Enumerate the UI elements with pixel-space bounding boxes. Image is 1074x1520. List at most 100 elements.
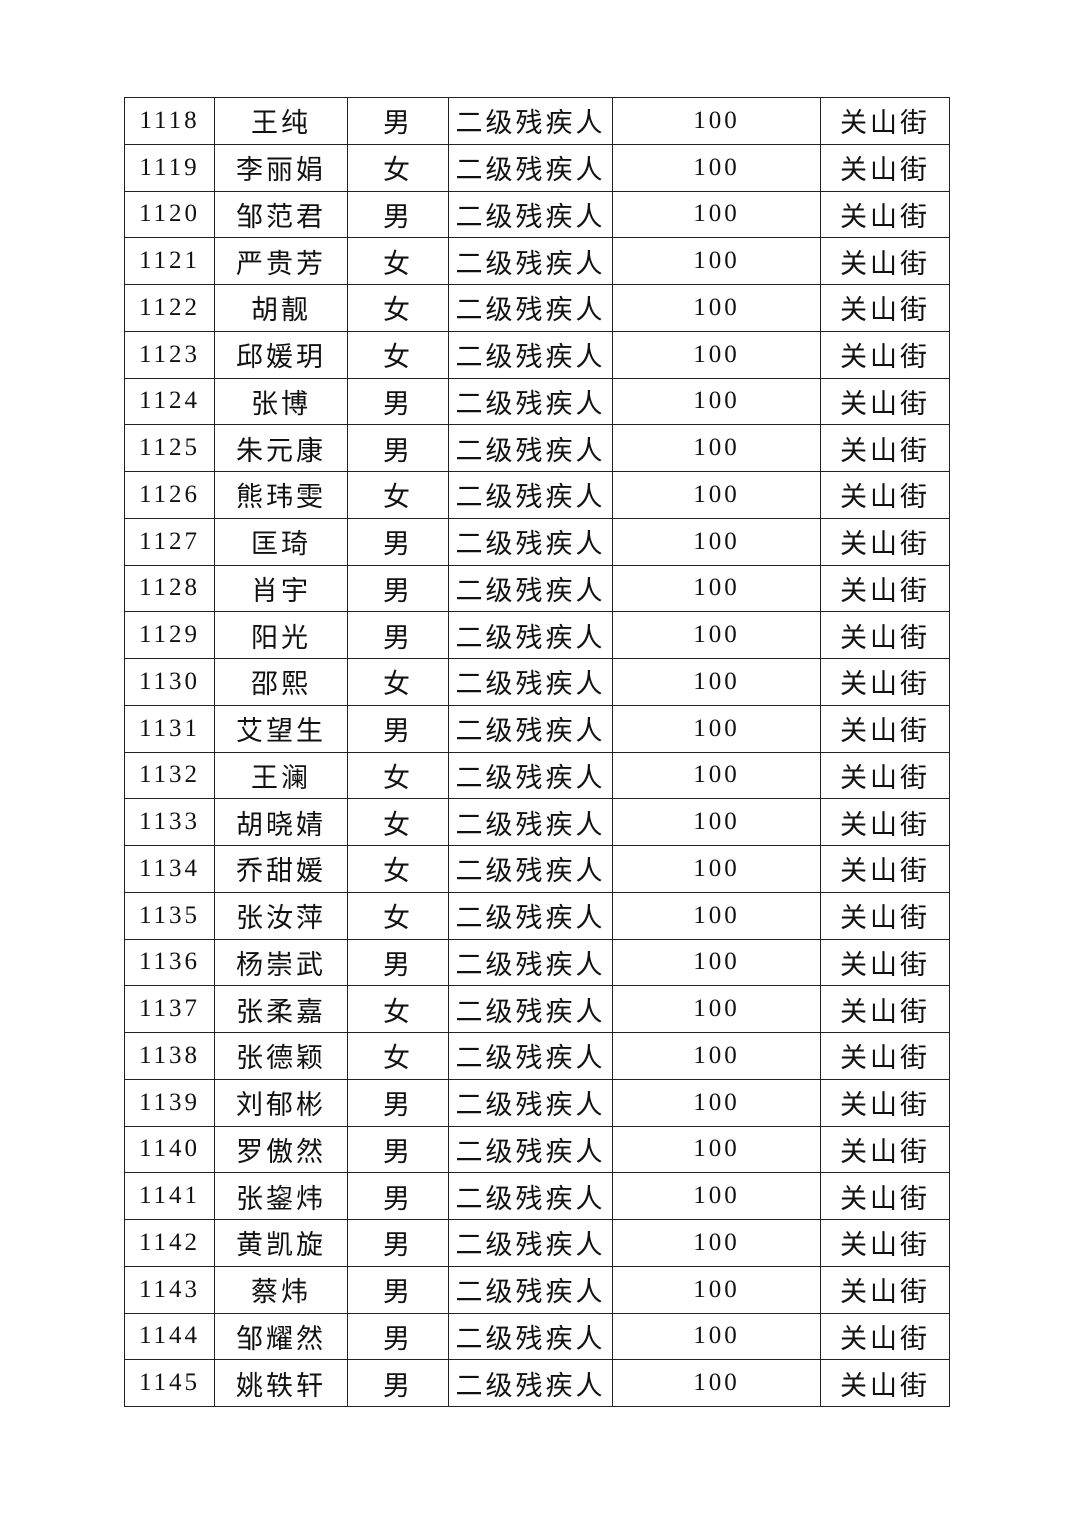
table-row: 1126 熊玮雯女二级残疾人 100 关山街 (124, 471, 950, 519)
gender-cell: 男 (347, 1312, 449, 1361)
category-cell: 二级残疾人 (448, 1125, 613, 1174)
name-cell: 胡晓婧 (214, 798, 348, 846)
amount-cell: 100 (612, 985, 821, 1033)
amount-cell: 100 (612, 611, 821, 659)
street-cell: 关山街 (820, 97, 950, 145)
amount-cell: 100 (612, 658, 821, 706)
table-row: 1129 阳光男二级残疾人 100 关山街 (124, 611, 950, 659)
table-row: 1137 张柔嘉女二级残疾人 100 关山街 (124, 985, 950, 1033)
category-cell: 二级残疾人 (448, 471, 613, 519)
category-cell: 二级残疾人 (448, 845, 613, 893)
street-cell: 关山街 (820, 377, 950, 426)
category-cell: 二级残疾人 (448, 1078, 613, 1127)
street-cell: 关山街 (820, 143, 950, 192)
category-cell: 二级残疾人 (448, 377, 613, 426)
amount-cell: 100 (612, 891, 821, 940)
street-cell: 关山街 (820, 190, 950, 239)
table-row: 1131 艾望生男二级残疾人 100 关山街 (124, 704, 950, 753)
category-cell: 二级残疾人 (448, 611, 613, 659)
gender-cell: 男 (347, 1125, 449, 1174)
category-cell: 二级残疾人 (448, 424, 613, 472)
amount-cell: 100 (612, 377, 821, 426)
gender-cell: 男 (347, 377, 449, 426)
gender-cell: 女 (347, 284, 449, 332)
street-cell: 关山街 (820, 751, 950, 800)
gender-cell: 女 (347, 143, 449, 192)
gender-cell: 男 (347, 1359, 449, 1407)
gender-cell: 男 (347, 424, 449, 472)
row-id-cell: 1118 (124, 97, 215, 145)
amount-cell: 100 (612, 798, 821, 846)
amount-cell: 100 (612, 1125, 821, 1174)
table-row: 1134 乔甜媛女二级残疾人 100 关山街 (124, 845, 950, 893)
name-cell: 胡靓 (214, 284, 348, 332)
amount-cell: 100 (612, 424, 821, 472)
name-cell: 杨崇武 (214, 938, 348, 987)
gender-cell: 女 (347, 330, 449, 379)
name-cell: 刘郁彬 (214, 1078, 348, 1127)
name-cell: 王澜 (214, 751, 348, 800)
amount-cell: 100 (612, 190, 821, 239)
gender-cell: 女 (347, 471, 449, 519)
row-id-cell: 1126 (124, 471, 215, 519)
table-body: 1118 王纯男二级残疾人 100 关山街 1119 李丽娟女二级残疾人 100 关山街 112… (124, 97, 950, 1407)
street-cell: 关山街 (820, 704, 950, 753)
row-id-cell: 1134 (124, 845, 215, 893)
row-id-cell: 1122 (124, 284, 215, 332)
table-row: 1132 王澜女二级残疾人 100 关山街 (124, 751, 950, 800)
row-id-cell: 1141 (124, 1172, 215, 1220)
gender-cell: 女 (347, 1032, 449, 1080)
category-cell: 二级残疾人 (448, 190, 613, 239)
street-cell: 关山街 (820, 891, 950, 940)
category-cell: 二级残疾人 (448, 1219, 613, 1267)
category-cell: 二级残疾人 (448, 143, 613, 192)
street-cell: 关山街 (820, 284, 950, 332)
row-id-cell: 1139 (124, 1078, 215, 1127)
street-cell: 关山街 (820, 517, 950, 566)
amount-cell: 100 (612, 704, 821, 753)
name-cell: 张博 (214, 377, 348, 426)
gender-cell: 男 (347, 611, 449, 659)
row-id-cell: 1123 (124, 330, 215, 379)
table-row: 1130 邵熙女二级残疾人 100 关山街 (124, 658, 950, 706)
category-cell: 二级残疾人 (448, 237, 613, 285)
name-cell: 蔡炜 (214, 1265, 348, 1314)
name-cell: 张德颖 (214, 1032, 348, 1080)
category-cell: 二级残疾人 (448, 751, 613, 800)
table-row: 1124 张博男二级残疾人 100 关山街 (124, 377, 950, 426)
street-cell: 关山街 (820, 564, 950, 613)
name-cell: 王纯 (214, 97, 348, 145)
category-cell: 二级残疾人 (448, 564, 613, 613)
row-id-cell: 1131 (124, 704, 215, 753)
recipients-table: 1118 王纯男二级残疾人 100 关山街 1119 李丽娟女二级残疾人 100 关山街 112… (124, 97, 950, 1407)
row-id-cell: 1125 (124, 424, 215, 472)
name-cell: 黄凯旋 (214, 1219, 348, 1267)
amount-cell: 100 (612, 330, 821, 379)
category-cell: 二级残疾人 (448, 938, 613, 987)
row-id-cell: 1135 (124, 891, 215, 940)
amount-cell: 100 (612, 237, 821, 285)
category-cell: 二级残疾人 (448, 284, 613, 332)
row-id-cell: 1129 (124, 611, 215, 659)
row-id-cell: 1136 (124, 938, 215, 987)
category-cell: 二级残疾人 (448, 798, 613, 846)
table-row: 1120 邹范君男二级残疾人 100 关山街 (124, 190, 950, 239)
category-cell: 二级残疾人 (448, 1359, 613, 1407)
table-row: 1128 肖宇男二级残疾人 100 关山街 (124, 564, 950, 613)
gender-cell: 女 (347, 891, 449, 940)
amount-cell: 100 (612, 1265, 821, 1314)
amount-cell: 100 (612, 517, 821, 566)
name-cell: 阳光 (214, 611, 348, 659)
gender-cell: 男 (347, 1172, 449, 1220)
street-cell: 关山街 (820, 1359, 950, 1407)
gender-cell: 男 (347, 704, 449, 753)
category-cell: 二级残疾人 (448, 1032, 613, 1080)
street-cell: 关山街 (820, 330, 950, 379)
gender-cell: 男 (347, 1265, 449, 1314)
amount-cell: 100 (612, 471, 821, 519)
category-cell: 二级残疾人 (448, 704, 613, 753)
gender-cell: 男 (347, 190, 449, 239)
gender-cell: 女 (347, 845, 449, 893)
table-row: 1136 杨崇武男二级残疾人 100 关山街 (124, 938, 950, 987)
street-cell: 关山街 (820, 658, 950, 706)
